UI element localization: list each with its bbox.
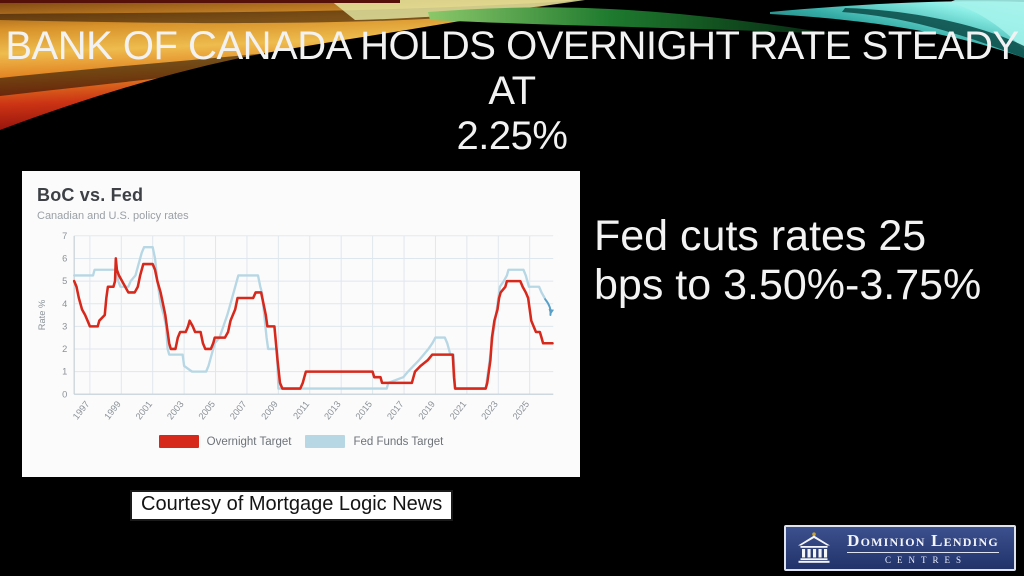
svg-text:2015: 2015 <box>354 399 375 421</box>
legend-label: Overnight Target <box>206 435 292 448</box>
svg-text:6: 6 <box>62 254 67 264</box>
svg-text:2021: 2021 <box>448 399 469 421</box>
headline-text: Fed cuts rates 25 bps to 3.50%-3.75% <box>594 212 982 310</box>
svg-text:2011: 2011 <box>291 399 311 421</box>
bank-building-icon <box>798 532 830 563</box>
legend-item: Overnight Target <box>158 435 292 449</box>
chart-subtitle: Canadian and U.S. policy rates <box>37 210 189 222</box>
svg-text:2025: 2025 <box>511 399 532 421</box>
legend-label: Fed Funds Target <box>353 435 444 448</box>
page-title: BANK OF CANADA HOLDS OVERNIGHT RATE STEA… <box>0 24 1024 159</box>
svg-text:0: 0 <box>62 389 67 399</box>
svg-text:1999: 1999 <box>102 399 123 421</box>
svg-text:Rate %: Rate % <box>37 300 47 330</box>
legend-swatch <box>305 435 346 449</box>
logo-centres: CENTRES <box>884 555 967 565</box>
svg-text:2003: 2003 <box>165 399 186 421</box>
chart-panel: BoC vs. Fed Canadian and U.S. policy rat… <box>22 171 580 477</box>
banner-swoosh-graphic <box>0 0 1024 130</box>
svg-text:5: 5 <box>62 276 67 286</box>
svg-text:2001: 2001 <box>134 399 155 421</box>
svg-text:2: 2 <box>62 344 67 354</box>
svg-text:3: 3 <box>62 321 67 331</box>
svg-text:2005: 2005 <box>197 399 218 421</box>
legend-item: Fed Funds Target <box>305 435 444 449</box>
slide-title-line1: BANK OF CANADA HOLDS OVERNIGHT RATE STEA… <box>5 24 1019 113</box>
logo-name: Dominion Lending <box>847 531 999 553</box>
svg-text:7: 7 <box>62 231 67 241</box>
legend-swatch <box>158 435 199 449</box>
svg-text:2023: 2023 <box>479 399 500 421</box>
svg-text:2017: 2017 <box>385 399 406 421</box>
chart-title: BoC vs. Fed <box>37 185 144 205</box>
svg-text:2013: 2013 <box>322 399 343 421</box>
rates-chart-svg: 0 1 2 3 4 5 6 7 1997 1999 2001 2003 2005 2007 2009 2011… <box>37 231 555 421</box>
slide-title-line2: 2.25% <box>456 114 568 158</box>
dlc-logo: Dominion Lending CENTRES <box>784 525 1016 571</box>
courtesy-credit: Courtesy of Mortgage Logic News <box>130 490 454 521</box>
svg-text:1997: 1997 <box>71 399 92 421</box>
logo-text: Dominion Lending CENTRES <box>842 531 1004 565</box>
svg-text:2019: 2019 <box>416 399 437 421</box>
svg-text:2009: 2009 <box>259 399 280 421</box>
svg-text:4: 4 <box>62 299 67 309</box>
svg-text:2007: 2007 <box>228 399 249 421</box>
chart-legend: Overnight Target Fed Funds Target <box>37 435 565 449</box>
svg-text:1: 1 <box>62 367 67 377</box>
